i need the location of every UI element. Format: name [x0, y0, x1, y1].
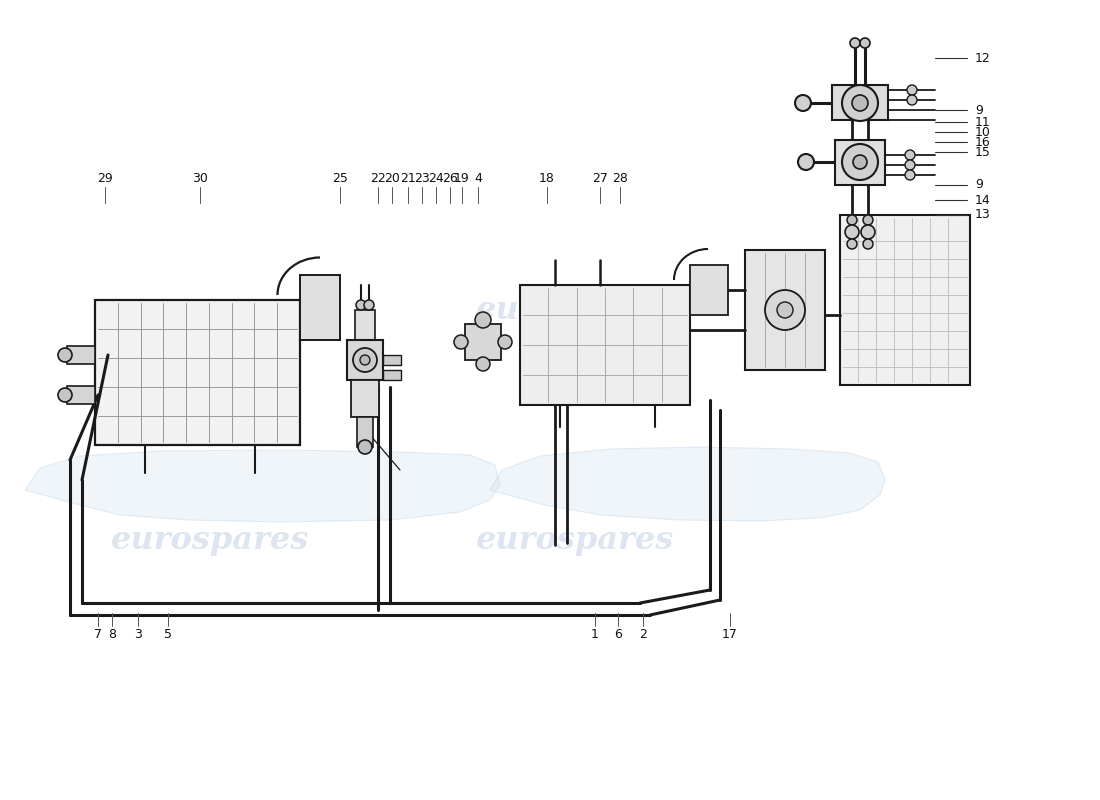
Circle shape: [454, 335, 467, 349]
Bar: [351, 380, 380, 417]
Bar: [520, 285, 690, 405]
Circle shape: [353, 348, 377, 372]
Circle shape: [850, 38, 860, 48]
Text: 9: 9: [975, 103, 983, 117]
Circle shape: [845, 225, 859, 239]
Text: 2: 2: [639, 628, 647, 641]
Text: 9: 9: [975, 178, 983, 191]
Circle shape: [358, 440, 372, 454]
Text: eurospares: eurospares: [111, 525, 309, 555]
Text: 14: 14: [975, 194, 991, 206]
Bar: [346, 340, 383, 380]
Circle shape: [861, 225, 875, 239]
Text: 3: 3: [134, 628, 142, 641]
Circle shape: [905, 150, 915, 160]
Bar: [383, 355, 402, 365]
Circle shape: [798, 154, 814, 170]
Circle shape: [852, 155, 867, 169]
Circle shape: [498, 335, 512, 349]
Text: 20: 20: [384, 172, 400, 185]
Bar: [835, 140, 886, 185]
Text: 5: 5: [164, 628, 172, 641]
Text: 25: 25: [332, 172, 348, 185]
Circle shape: [860, 38, 870, 48]
Circle shape: [908, 95, 917, 105]
Text: 16: 16: [975, 135, 991, 149]
Polygon shape: [25, 450, 500, 522]
Circle shape: [360, 355, 370, 365]
Bar: [67, 346, 95, 364]
Text: 28: 28: [612, 172, 628, 185]
Text: 8: 8: [108, 628, 115, 641]
Circle shape: [847, 239, 857, 249]
Circle shape: [842, 144, 878, 180]
Text: 18: 18: [539, 172, 554, 185]
Circle shape: [777, 302, 793, 318]
Text: 15: 15: [975, 146, 991, 158]
Text: 6: 6: [614, 628, 622, 641]
Bar: [95, 300, 300, 445]
Text: 7: 7: [94, 628, 102, 641]
Text: 29: 29: [97, 172, 113, 185]
Text: 27: 27: [592, 172, 608, 185]
Text: eurospares: eurospares: [476, 294, 674, 326]
Circle shape: [364, 300, 374, 310]
Bar: [465, 324, 501, 360]
Circle shape: [842, 85, 878, 121]
Circle shape: [475, 312, 491, 328]
Bar: [383, 370, 402, 380]
Bar: [358, 417, 373, 447]
Text: 30: 30: [192, 172, 208, 185]
Bar: [745, 250, 825, 370]
Text: 23: 23: [414, 172, 430, 185]
Bar: [300, 275, 340, 340]
Text: 1: 1: [591, 628, 598, 641]
Text: 21: 21: [400, 172, 416, 185]
Bar: [832, 85, 888, 120]
Text: 19: 19: [454, 172, 470, 185]
Circle shape: [908, 85, 917, 95]
Circle shape: [905, 160, 915, 170]
Text: 11: 11: [975, 115, 991, 129]
Polygon shape: [490, 447, 886, 521]
Text: 12: 12: [975, 51, 991, 65]
Bar: [690, 265, 728, 315]
Text: eurospares: eurospares: [111, 294, 309, 326]
Circle shape: [58, 348, 72, 362]
Circle shape: [356, 300, 366, 310]
Circle shape: [58, 388, 72, 402]
Bar: [840, 215, 970, 385]
Text: 24: 24: [428, 172, 444, 185]
Circle shape: [852, 95, 868, 111]
Circle shape: [795, 95, 811, 111]
Text: 4: 4: [474, 172, 482, 185]
Text: 10: 10: [975, 126, 991, 138]
Circle shape: [864, 215, 873, 225]
Text: eurospares: eurospares: [476, 525, 674, 555]
Text: 26: 26: [442, 172, 458, 185]
Circle shape: [476, 357, 490, 371]
Text: 13: 13: [975, 209, 991, 222]
Bar: [355, 310, 375, 340]
Text: 17: 17: [722, 628, 738, 641]
Circle shape: [847, 215, 857, 225]
Circle shape: [864, 239, 873, 249]
Text: 22: 22: [370, 172, 386, 185]
Bar: [67, 386, 95, 404]
Circle shape: [764, 290, 805, 330]
Circle shape: [905, 170, 915, 180]
